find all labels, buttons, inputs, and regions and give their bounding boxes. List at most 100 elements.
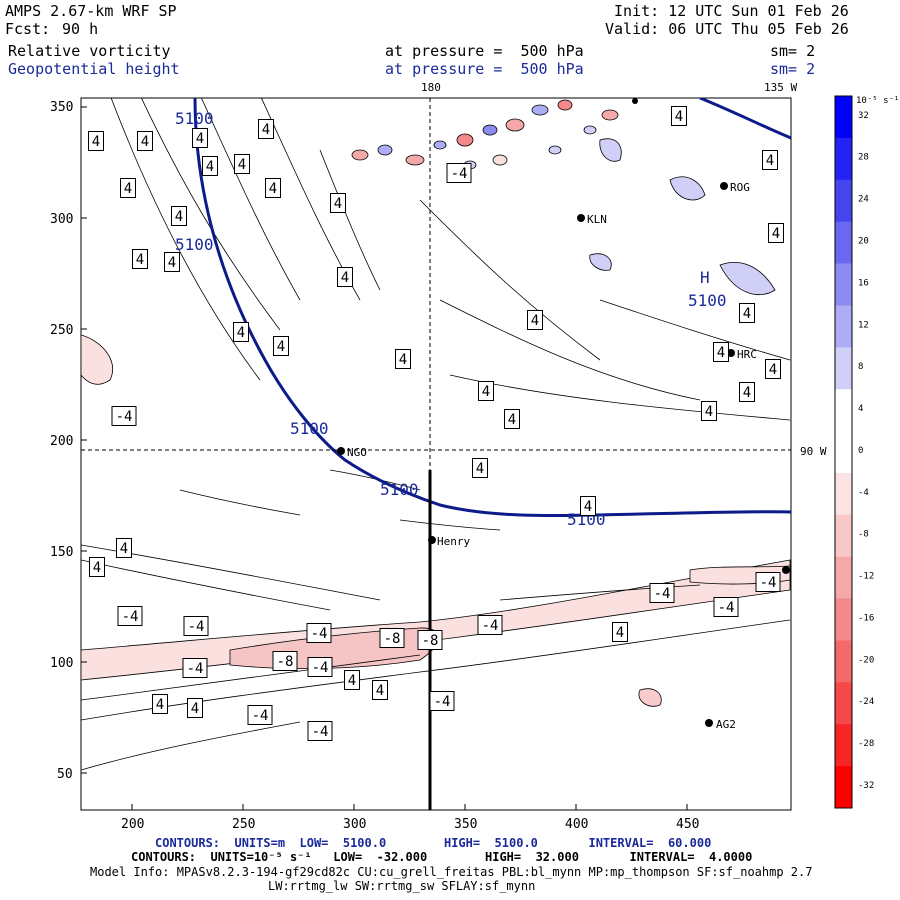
colorbar-swatch [835,221,852,265]
vorticity-label: 4 [482,384,490,400]
colorbar-tick-label: -12 [858,572,874,582]
footer-height-contours: CONTOURS: UNITS=m LOW= 5100.0 HIGH= 5100… [155,836,712,850]
vorticity-label-box [344,670,360,690]
vorticity-label-box [337,267,353,287]
x-tick: 450 [676,817,699,832]
positive-vorticity-patch [589,253,612,271]
station-ag2-dot [705,719,713,727]
vorticity-label: -4 [187,661,204,677]
colorbar-swatch [835,556,852,600]
vorticity-label-box [671,106,687,126]
vorticity-label-box [183,616,209,636]
vorticity-label: 4 [531,313,539,329]
vorticity-label-box [768,223,784,243]
colorbar-tick-label: -28 [858,739,874,749]
vorticity-label-box [247,705,273,725]
vorticity-label: -8 [422,633,439,649]
x-tick: 350 [454,817,477,832]
vorticity-label-box [273,336,289,356]
vorticity-label: 4 [168,255,176,271]
station-kln-dot [577,214,585,222]
y-tick: 100 [50,656,73,671]
vorticity-label: 4 [93,560,101,576]
colorbar-swatch [835,431,852,474]
vorticity-label: 4 [141,134,149,150]
vorticity-label: 4 [743,385,751,401]
vorticity-label: 4 [705,404,713,420]
vorticity-label-box [379,628,405,648]
vorticity-label: 4 [743,306,751,322]
colorbar-tick-label: -16 [858,613,874,623]
y-tick: 200 [50,434,73,449]
vorticity-label: 4 [206,159,214,175]
vorticity-label-box [120,178,136,198]
vorticity-label-box [182,658,208,678]
vorticity-label-box [395,349,411,369]
vorticity-label-box [88,131,104,151]
vorticity-label-box [429,691,455,711]
positive-vorticity-patch [599,138,622,162]
vorticity-label-box [258,119,274,139]
field1-pressure: at pressure = 500 hPa [385,42,584,60]
vorticity-label: 4 [277,339,285,355]
x-tick: 400 [565,817,588,832]
x-tick: 300 [343,817,366,832]
colorbar-tick-label: 16 [858,278,869,288]
vorticity-label-box [306,623,332,643]
vorticity-label-box [233,322,249,342]
colorbar-tick-label: 12 [858,320,869,330]
meridian-90w-label: 90 W [800,445,827,458]
vorticity-label: -4 [122,609,139,625]
field1-smoothing: sm= 2 [770,42,816,60]
vorticity-label: -4 [718,600,735,616]
colorbar-tick-label: 0 [858,446,863,456]
vorticity-label-box [330,193,346,213]
axis-ticks [81,106,688,810]
station-hrc-label: HRC [737,348,757,361]
vorticity-label: 4 [175,209,183,225]
height-label: 5100 [380,480,419,499]
vorticity-label: -4 [482,618,499,634]
vorticity-label-box [765,359,781,379]
vorticity-label: -4 [312,660,329,676]
geopotential-5100-contour [193,98,791,518]
colorbar-swatch [835,137,852,181]
vorticity-label: 4 [269,181,277,197]
vorticity-label: 4 [334,196,342,212]
vorticity-label: 4 [191,701,199,717]
colorbar-tick-label: -4 [858,488,869,498]
vorticity-label: 4 [262,122,270,138]
colorbar-swatch [835,263,852,306]
colorbar-tick-label: -8 [858,530,869,540]
vorticity-label: -4 [312,724,329,740]
vorticity-label: 4 [348,673,356,689]
vorticity-label: -4 [451,166,468,182]
vorticity-label: 4 [616,625,624,641]
vorticity-label-box [762,150,778,170]
colorbar-tick-label: -20 [858,655,874,665]
colorbar-swatch [835,347,852,390]
orographic-vorticity-cluster [351,99,619,170]
vorticity-label: 4 [508,412,516,428]
vorticity-label: 4 [156,697,164,713]
vorticity-label: 4 [769,362,777,378]
vorticity-label: 4 [237,325,245,341]
vorticity-label: 4 [476,461,484,477]
colorbar-swatch [835,598,852,641]
station-ag2-label: AG2 [716,718,736,731]
vorticity-label-box [234,154,250,174]
meridian-180-label: 180 [421,81,441,94]
station-henry-dot [428,536,436,544]
y-tick: 300 [50,212,73,227]
vorticity-label-box [307,721,333,741]
vorticity-label: 4 [92,134,100,150]
vorticity-label: 4 [584,499,592,515]
vorticity-label-box [417,630,443,650]
vorticity-label-box [472,458,488,478]
colorbar-swatch [835,640,852,683]
vorticity-label-box [527,310,543,330]
vorticity-label-box [504,409,520,429]
colorbar-tick-label: -24 [858,697,874,707]
height-label: 5100 [290,419,329,438]
